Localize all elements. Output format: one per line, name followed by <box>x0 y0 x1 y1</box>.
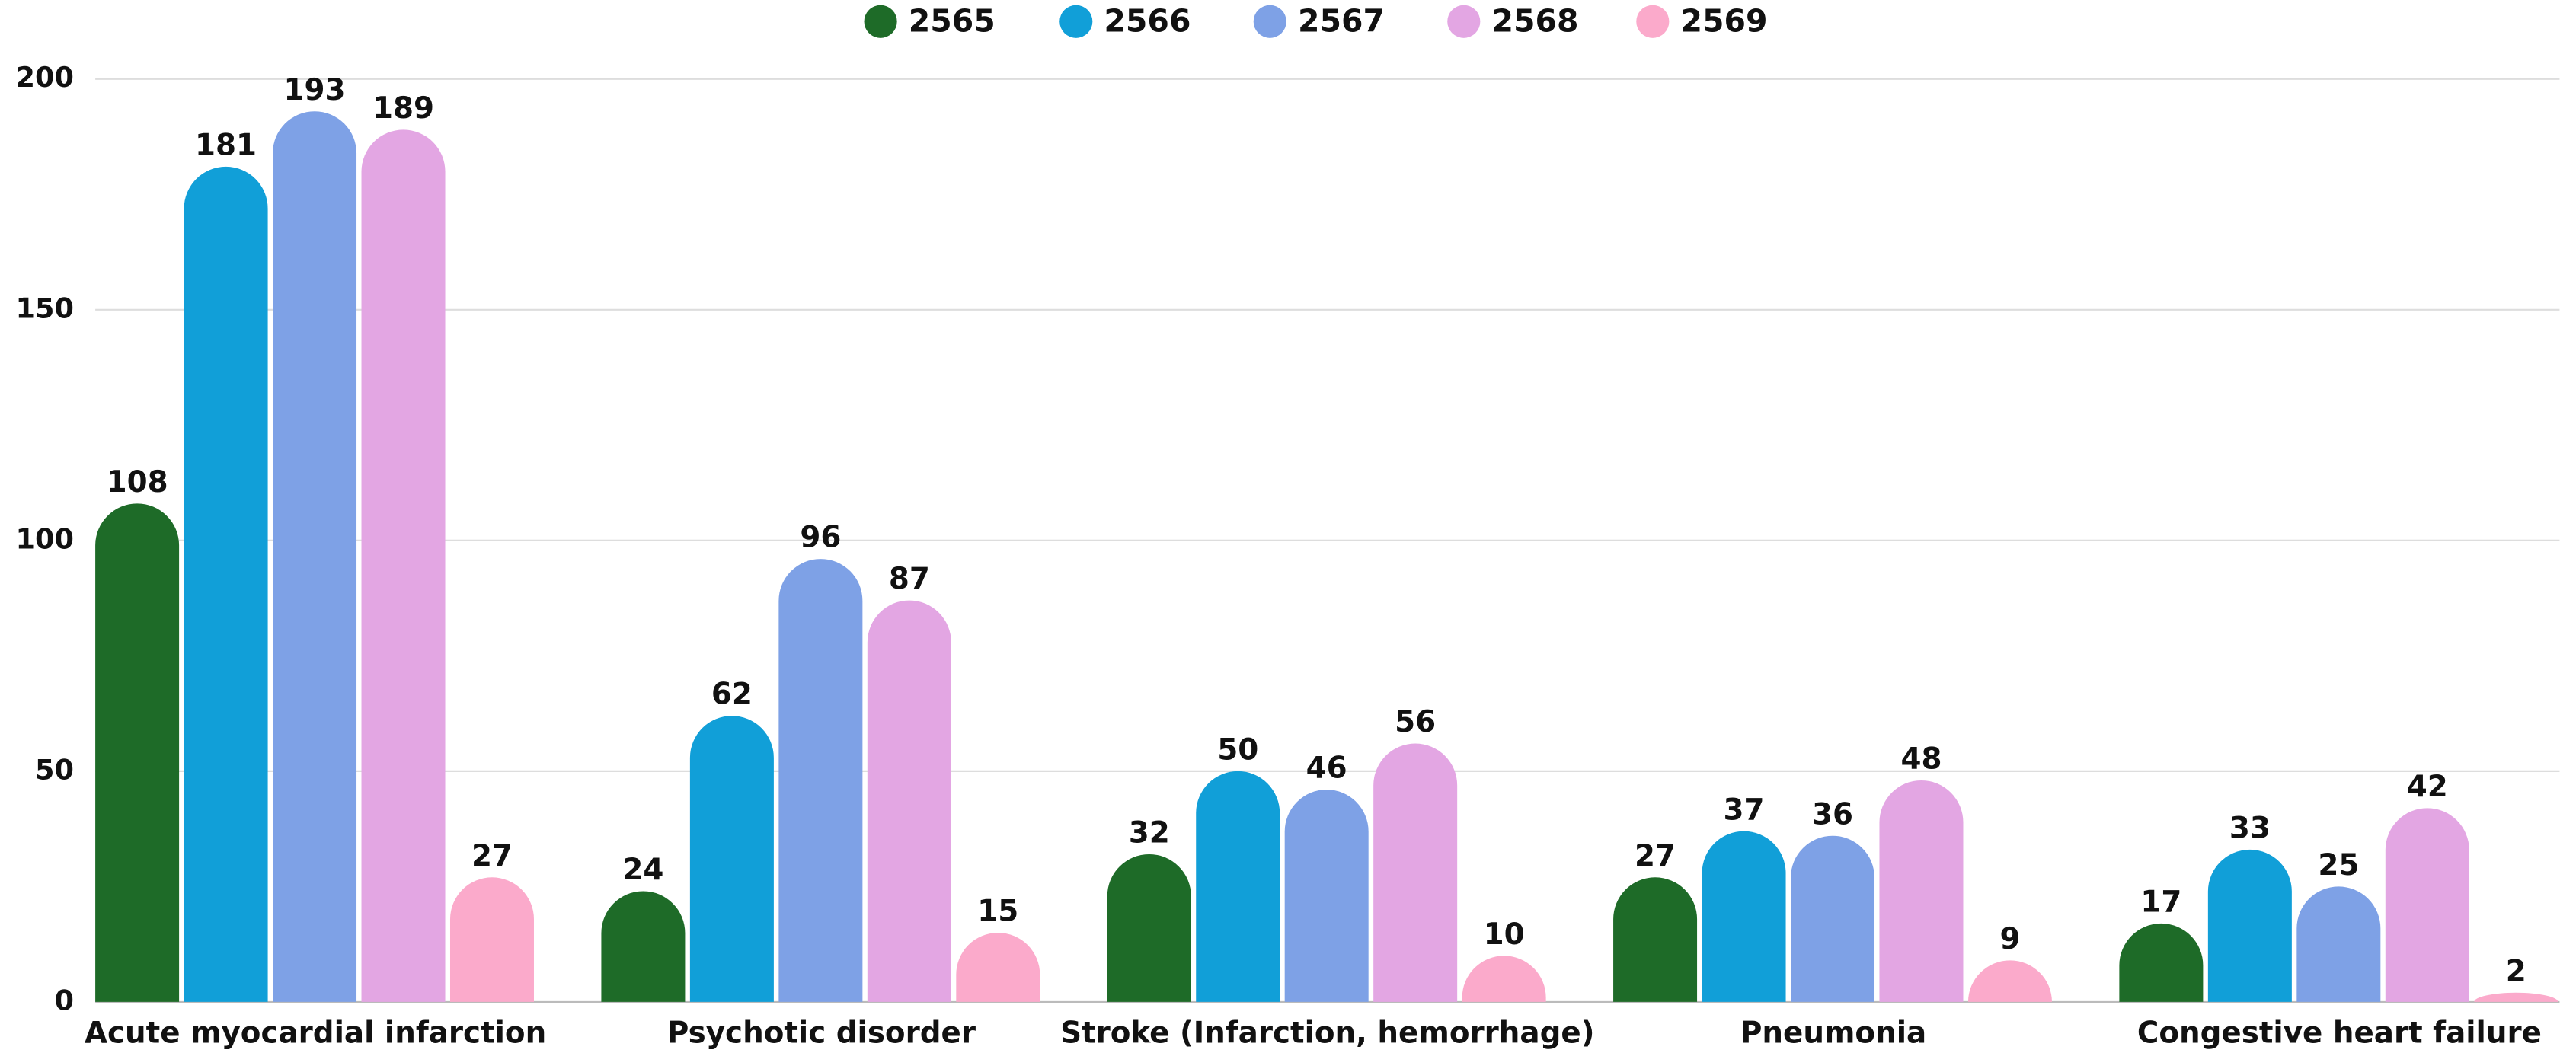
legend-label: 2566 <box>1104 2 1191 39</box>
data-label: 48 <box>1900 742 1942 777</box>
legend-swatch <box>1636 5 1670 38</box>
bar <box>2385 808 2469 1002</box>
bar <box>449 877 534 1002</box>
bar <box>1373 743 1458 1002</box>
data-label: 33 <box>2229 812 2271 846</box>
x-tick-label: Stroke (Infarction, hemorrhage) <box>1060 1016 1594 1051</box>
legend-swatch <box>1447 5 1481 38</box>
data-label: 193 <box>284 73 346 107</box>
data-label: 17 <box>2140 885 2181 920</box>
bar <box>95 503 180 1002</box>
legend-label: 2568 <box>1491 2 1578 39</box>
data-label: 25 <box>2318 848 2359 882</box>
data-label: 9 <box>1999 922 2020 956</box>
data-label: 27 <box>1635 839 1676 873</box>
bar <box>1196 771 1280 1002</box>
data-label: 37 <box>1724 793 1765 827</box>
data-label: 108 <box>107 465 168 499</box>
data-label: 10 <box>1484 917 1525 952</box>
data-label: 15 <box>977 895 1018 929</box>
legend-swatch <box>1253 5 1286 38</box>
bar <box>778 559 863 1002</box>
legend-label: 2567 <box>1298 2 1385 39</box>
bar <box>1107 854 1191 1002</box>
y-tick-label: 100 <box>16 522 75 555</box>
bar <box>1613 877 1698 1002</box>
bar <box>2207 849 2292 1002</box>
data-label: 24 <box>622 853 663 887</box>
bar <box>956 933 1040 1002</box>
bar <box>867 600 951 1002</box>
y-tick-label: 0 <box>55 984 75 1016</box>
y-tick-label: 50 <box>35 753 74 786</box>
x-tick-label: Acute myocardial infarction <box>85 1016 546 1051</box>
bar <box>1879 780 1964 1002</box>
data-label: 62 <box>711 678 753 712</box>
data-label: 189 <box>372 91 434 126</box>
x-tick-label: Congestive heart failure <box>2137 1016 2542 1051</box>
bar <box>1284 790 1369 1002</box>
data-label: 56 <box>1395 705 1436 739</box>
bar <box>1462 956 1546 1002</box>
bar <box>2296 886 2381 1002</box>
y-tick-label: 200 <box>16 61 75 94</box>
bar <box>361 129 446 1002</box>
data-label: 32 <box>1129 816 1170 850</box>
data-label: 50 <box>1217 732 1258 767</box>
bar <box>1967 960 2052 1002</box>
data-label: 96 <box>800 521 841 555</box>
data-label: 87 <box>889 562 930 596</box>
data-label: 36 <box>1812 797 1853 831</box>
bar <box>1791 835 1875 1002</box>
data-label: 2 <box>2506 954 2526 988</box>
bar <box>273 111 357 1002</box>
data-label: 46 <box>1306 751 1347 786</box>
bar <box>601 891 686 1002</box>
y-tick-label: 150 <box>16 292 75 324</box>
data-label: 42 <box>2407 770 2448 804</box>
legend-label: 2565 <box>909 2 996 39</box>
x-tick-label: Psychotic disorder <box>667 1016 976 1051</box>
bar <box>184 166 268 1002</box>
bar <box>1702 831 1786 1002</box>
x-tick-label: Pneumonia <box>1740 1016 1926 1051</box>
bar <box>2474 992 2558 1002</box>
bar <box>689 716 774 1002</box>
legend-swatch <box>1059 5 1093 38</box>
data-label: 181 <box>195 129 257 163</box>
bar <box>2119 923 2204 1002</box>
legend-label: 2569 <box>1680 2 1767 39</box>
legend-swatch <box>864 5 897 38</box>
data-label: 27 <box>471 839 513 873</box>
